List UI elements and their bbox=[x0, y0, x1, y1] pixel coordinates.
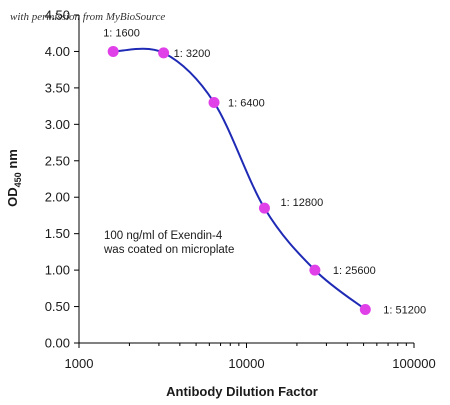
y-tick-label: 1.00 bbox=[45, 263, 70, 278]
y-axis-title: OD450 nm bbox=[5, 149, 23, 207]
data-point bbox=[208, 96, 220, 108]
data-label: 1: 3200 bbox=[174, 48, 211, 60]
x-tick-label: 100000 bbox=[392, 356, 435, 371]
y-tick-label: 3.50 bbox=[45, 80, 70, 95]
y-tick-label: 1.50 bbox=[45, 226, 70, 241]
y-axis-title-unit: nm bbox=[5, 149, 20, 172]
data-labels: 1: 1600 1: 3200 1: 6400 1: 12800 1: 25600 1: … bbox=[103, 27, 426, 316]
series-line bbox=[113, 47, 366, 311]
y-tick-label: 2.50 bbox=[45, 153, 70, 168]
y-tick-label: 4.00 bbox=[45, 44, 70, 59]
x-tick-label: 1000 bbox=[65, 356, 94, 371]
x-tick-label: 10000 bbox=[228, 356, 264, 371]
x-axis-title: Antibody Dilution Factor bbox=[166, 384, 318, 399]
y-tick-label: 0.50 bbox=[45, 299, 70, 314]
data-point bbox=[158, 47, 170, 59]
data-label: 1: 25600 bbox=[333, 265, 376, 277]
y-axis-title-subscript: 450 bbox=[13, 172, 23, 187]
y-axis-title-main: OD bbox=[5, 187, 20, 207]
annotation-line-2: was coated on microplate bbox=[103, 244, 234, 256]
data-label: 1: 12800 bbox=[280, 197, 323, 209]
x-axis-ticks: 1000 10000 100000 bbox=[65, 343, 436, 371]
y-tick-label: 2.00 bbox=[45, 190, 70, 205]
y-axis-ticks: 0.00 0.50 1.00 1.50 2.00 2.50 3.00 3.50 4.00 4.50 bbox=[45, 8, 79, 351]
data-markers bbox=[107, 45, 371, 315]
data-label: 1: 6400 bbox=[228, 97, 265, 109]
y-tick-label: 0.00 bbox=[45, 336, 70, 351]
data-point bbox=[258, 202, 270, 214]
data-label: 1: 51200 bbox=[383, 304, 426, 316]
watermark-text: with permission from MyBioSource bbox=[10, 11, 165, 23]
data-point bbox=[359, 303, 371, 315]
data-label: 1: 1600 bbox=[103, 27, 140, 39]
annotation-line-1: 100 ng/ml of Exendin-4 bbox=[104, 230, 223, 242]
data-point bbox=[309, 264, 321, 276]
y-tick-label: 3.00 bbox=[45, 117, 70, 132]
data-point bbox=[107, 45, 119, 57]
y-tick-label: 4.50 bbox=[45, 8, 70, 23]
